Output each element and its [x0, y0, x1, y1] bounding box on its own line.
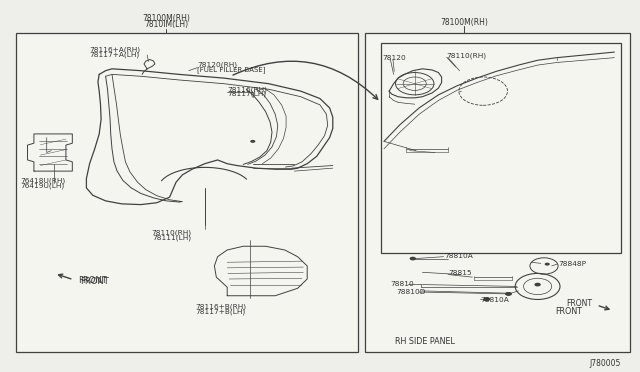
Text: 78116+A(RH): 78116+A(RH): [90, 47, 141, 54]
Text: 78110(RH): 78110(RH): [447, 52, 487, 59]
Bar: [381, 43, 621, 253]
Circle shape: [250, 140, 255, 143]
Circle shape: [484, 297, 490, 301]
Circle shape: [545, 263, 550, 266]
Bar: [16, 33, 358, 352]
Text: 78100M(RH): 78100M(RH): [143, 14, 190, 23]
Text: 78117(LH): 78117(LH): [227, 91, 266, 97]
Text: 76419U(LH): 76419U(LH): [20, 182, 65, 189]
Bar: [365, 33, 630, 352]
Text: FRONT: FRONT: [80, 277, 109, 286]
Text: 78120(RH): 78120(RH): [197, 62, 237, 68]
Text: 78116+B(RH): 78116+B(RH): [195, 304, 246, 310]
Text: RH SIDE PANEL: RH SIDE PANEL: [395, 337, 455, 346]
Text: 78117+B(LH): 78117+B(LH): [196, 308, 246, 315]
Text: FRONT: FRONT: [556, 307, 582, 316]
Text: 78100M(RH): 78100M(RH): [440, 18, 488, 27]
Text: 78111(LH): 78111(LH): [152, 234, 191, 241]
Text: 76418U(RH): 76418U(RH): [20, 177, 66, 184]
Text: FRONT: FRONT: [566, 299, 592, 308]
Text: 78848P: 78848P: [558, 261, 586, 267]
Circle shape: [506, 292, 512, 296]
Text: 78116(RH): 78116(RH): [227, 86, 268, 93]
Circle shape: [483, 298, 490, 301]
Text: 78810: 78810: [390, 281, 414, 287]
Text: 78810A: 78810A: [480, 297, 509, 303]
Text: 78120: 78120: [383, 55, 406, 61]
Text: 78117+A(LH): 78117+A(LH): [90, 52, 140, 58]
Circle shape: [505, 292, 511, 296]
Text: FRONT: FRONT: [78, 276, 107, 285]
Text: 78810A: 78810A: [445, 253, 474, 259]
Text: 7810lM(LH): 7810lM(LH): [145, 20, 188, 29]
Circle shape: [410, 257, 416, 260]
Circle shape: [534, 283, 541, 286]
Text: 78810D: 78810D: [397, 289, 426, 295]
Text: 78815: 78815: [448, 270, 472, 276]
Text: 78110(RH): 78110(RH): [152, 229, 191, 236]
Text: [FUEL FILLER BASE]: [FUEL FILLER BASE]: [197, 67, 266, 73]
Text: J780005: J780005: [589, 359, 621, 368]
